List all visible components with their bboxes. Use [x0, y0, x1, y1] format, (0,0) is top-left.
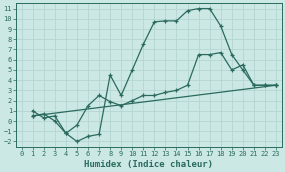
X-axis label: Humidex (Indice chaleur): Humidex (Indice chaleur) — [84, 159, 213, 169]
